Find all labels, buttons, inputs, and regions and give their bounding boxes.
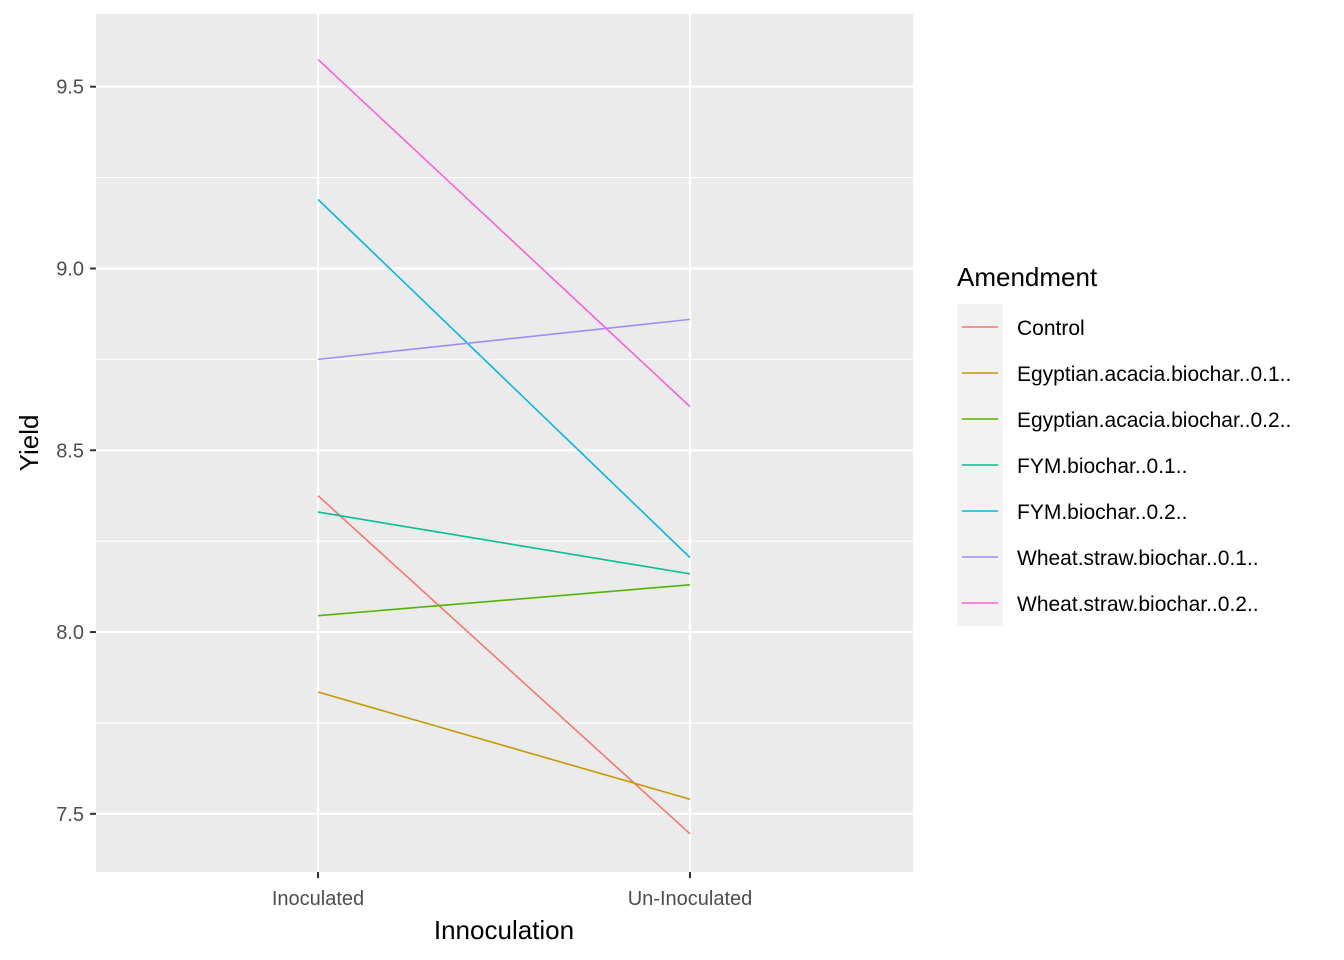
legend-label: Wheat.straw.biochar..0.1.. (1017, 547, 1259, 570)
series-line (317, 58, 691, 408)
x-tick-label: Inoculated (272, 888, 364, 910)
series-line (317, 583, 691, 617)
plot-panel (96, 14, 913, 872)
y-tick-label: 9.0 (56, 258, 84, 280)
grid (96, 14, 913, 872)
x-axis-title: Innoculation (434, 915, 574, 945)
series-line (317, 495, 691, 835)
legend-label: Wheat.straw.biochar..0.2.. (1017, 593, 1259, 616)
y-tick-label: 8.5 (56, 440, 84, 462)
y-tick-label: 7.5 (56, 804, 84, 826)
x-axis: Inoculated Un-Inoculated (272, 872, 752, 910)
legend-label: FYM.biochar..0.2.. (1017, 501, 1187, 524)
legend: Amendment Control Egyptian.acacia.biochar… (957, 262, 1291, 626)
legend-label: Egyptian.acacia.biochar..0.1.. (1017, 363, 1291, 386)
series-line (317, 198, 691, 559)
legend-label: Egyptian.acacia.biochar..0.2.. (1017, 409, 1291, 432)
series-lines (317, 58, 691, 835)
series-line (317, 318, 691, 361)
series-line (317, 691, 691, 801)
legend-items: Control Egyptian.acacia.biochar..0.1.. Egy… (962, 317, 1291, 616)
y-axis: 7.5 8.0 8.5 9.0 9.5 (56, 77, 96, 826)
x-tick-label: Un-Inoculated (628, 888, 753, 910)
legend-label: Control (1017, 317, 1085, 340)
y-tick-label: 9.5 (56, 77, 84, 99)
legend-title: Amendment (957, 262, 1098, 292)
y-tick-label: 8.0 (56, 622, 84, 644)
legend-label: FYM.biochar..0.1.. (1017, 455, 1187, 478)
series-line (317, 511, 691, 575)
y-axis-title: Yield (14, 415, 44, 472)
